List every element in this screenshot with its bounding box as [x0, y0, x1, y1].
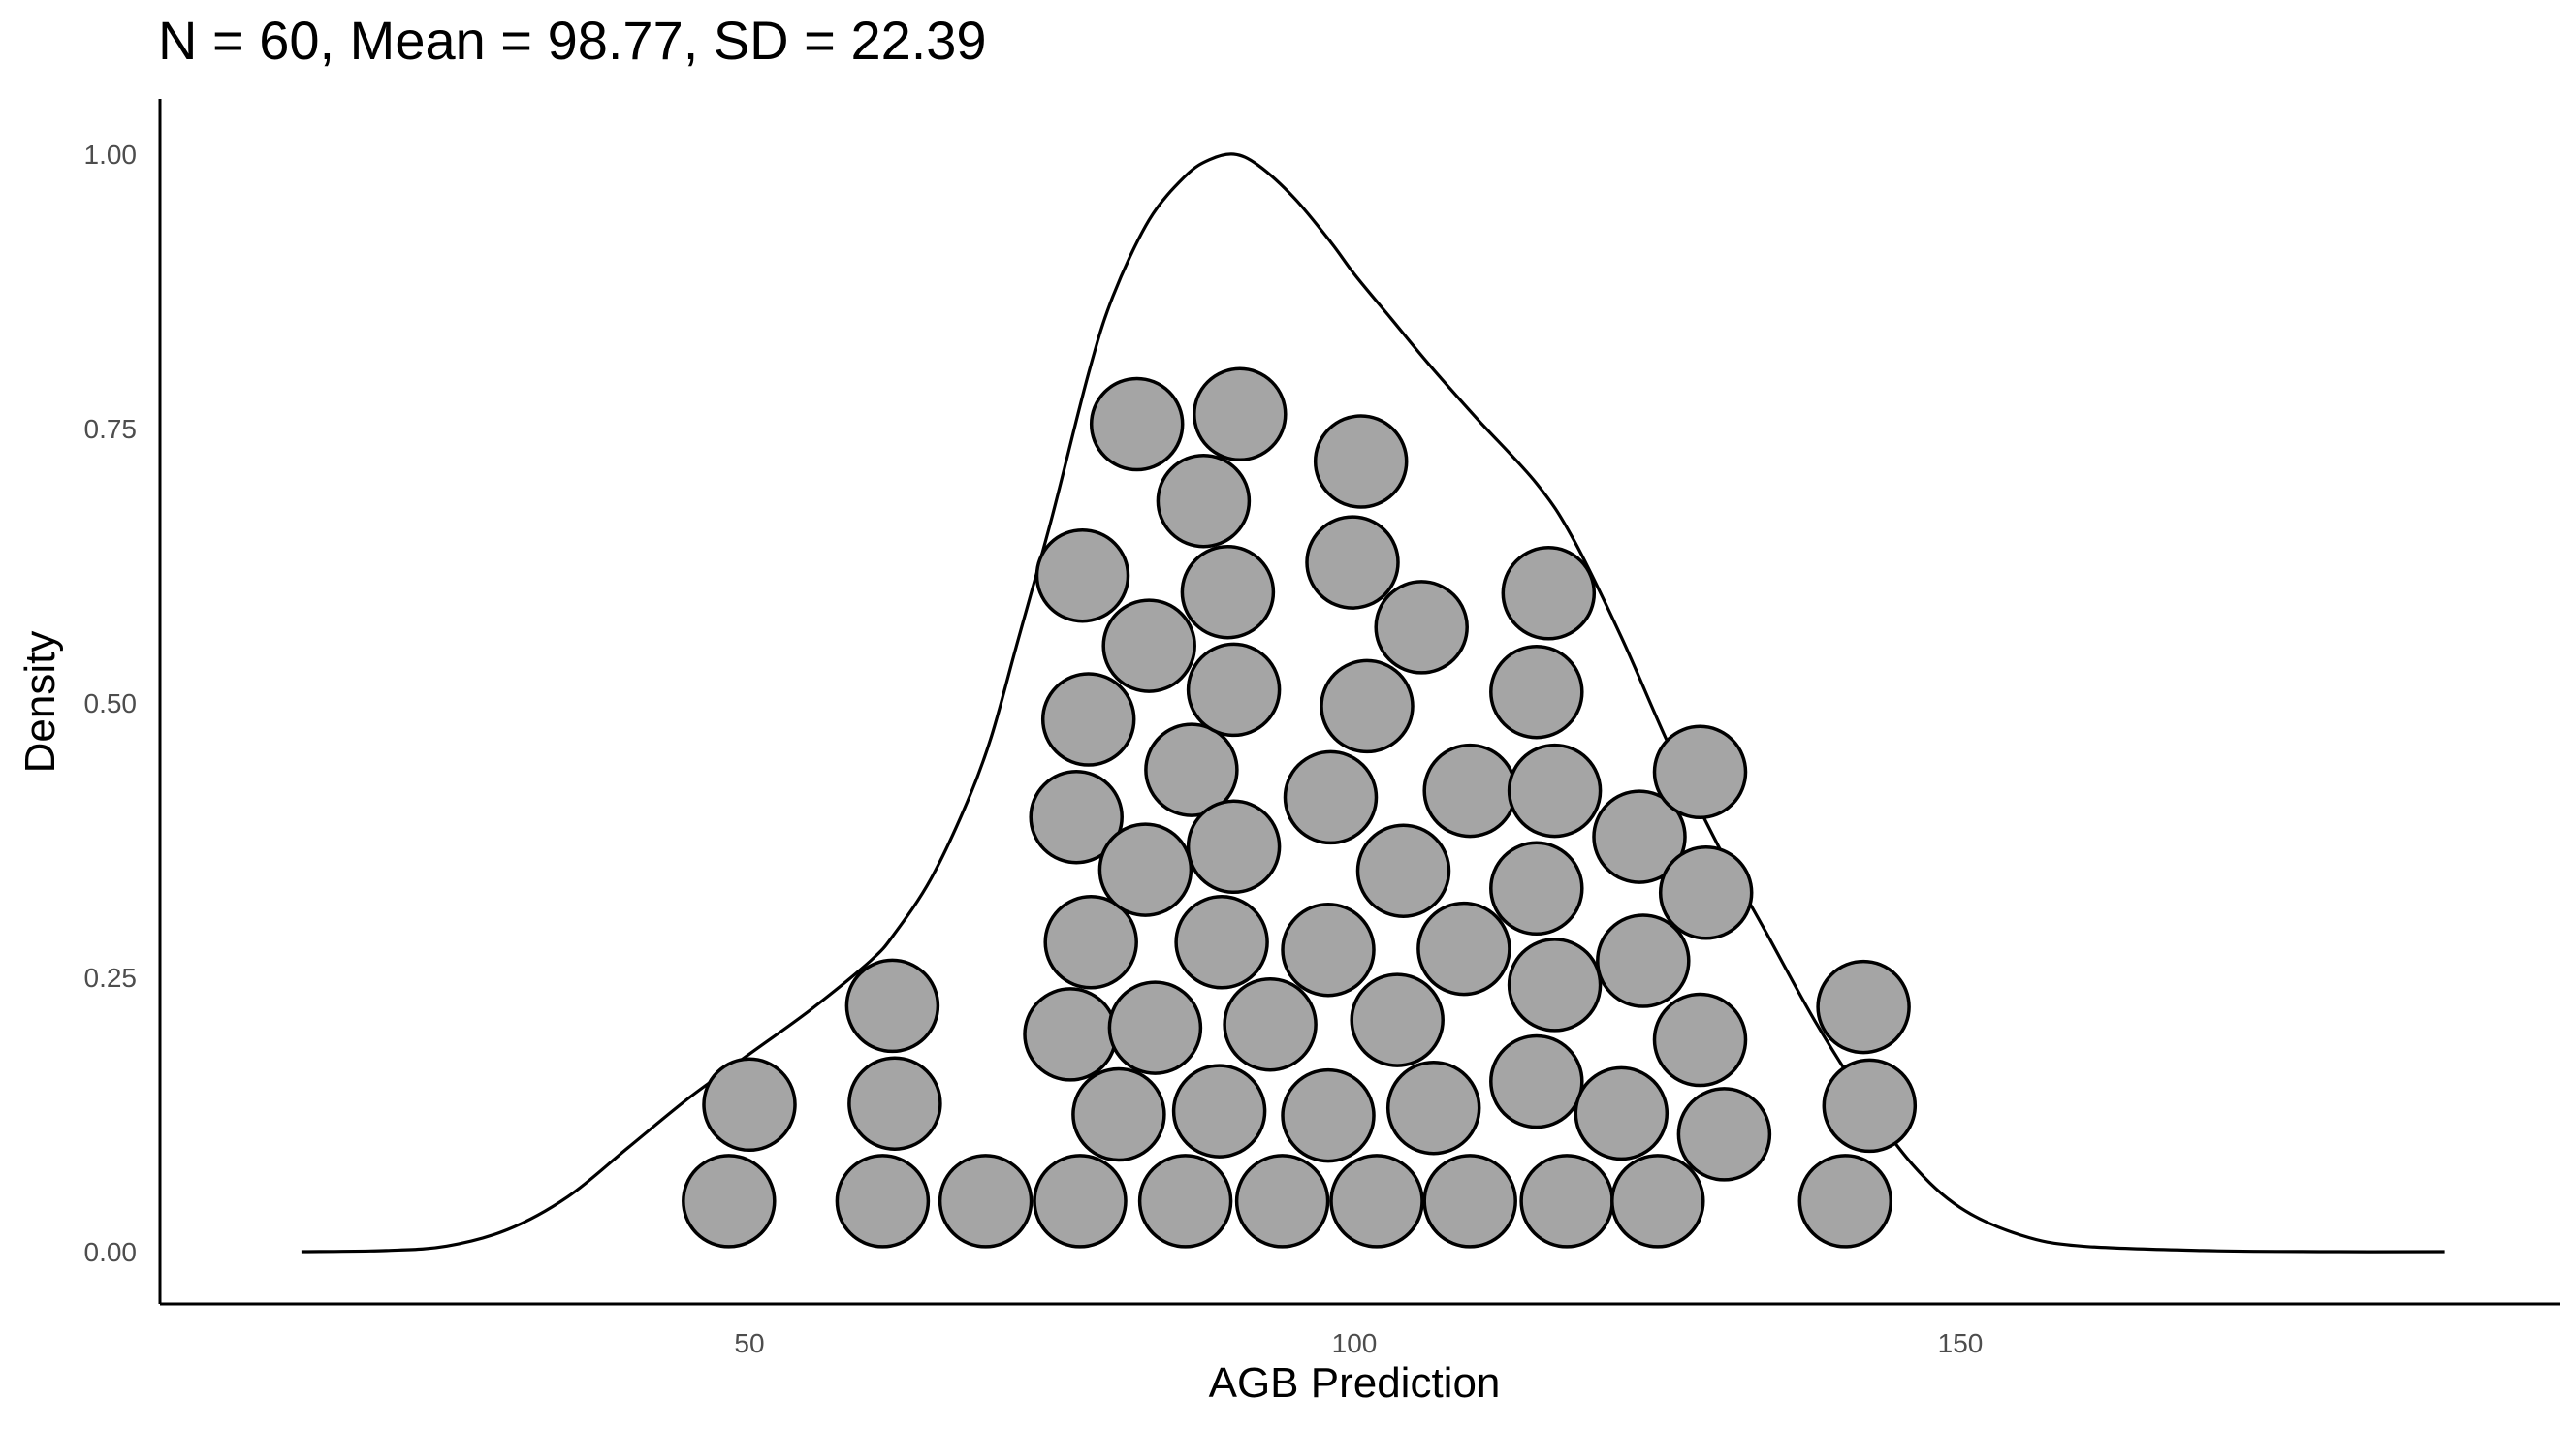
data-point: [844, 958, 940, 1054]
data-point: [1305, 515, 1400, 610]
data-point: [1186, 799, 1282, 895]
data-point: [1174, 895, 1269, 990]
data-point: [1029, 769, 1124, 865]
data-point: [1422, 743, 1517, 839]
x-axis: 50 100 150 AGB Prediction: [160, 1302, 2560, 1407]
data-point: [1033, 1154, 1128, 1249]
data-point: [1422, 1154, 1517, 1249]
data-point: [1186, 642, 1282, 738]
chart-title: N = 60, Mean = 98.77, SD = 22.39: [158, 10, 987, 71]
y-tick-label-0.00: 0.00: [84, 1237, 138, 1267]
data-point: [1501, 546, 1597, 641]
data-point: [1023, 987, 1118, 1082]
data-point: [1350, 972, 1445, 1067]
data-point: [1101, 598, 1196, 693]
data-point: [847, 1056, 942, 1151]
data-point: [1223, 976, 1318, 1072]
data-point: [1610, 1154, 1705, 1249]
data-point: [1329, 1154, 1424, 1249]
data-point: [1040, 672, 1136, 767]
y-tick-label-0.50: 0.50: [84, 688, 138, 718]
data-point: [1043, 895, 1138, 990]
data-point: [1097, 822, 1193, 917]
y-axis: 0.00 0.25 0.50 0.75 1.00 Density: [16, 99, 162, 1304]
data-point: [1107, 980, 1203, 1075]
y-tick-label-1.00: 1.00: [84, 140, 138, 170]
data-point: [1652, 724, 1748, 820]
data-point: [938, 1154, 1034, 1249]
data-point: [1596, 913, 1691, 1008]
data-point: [1144, 722, 1239, 817]
data-point: [1071, 1066, 1166, 1162]
data-point: [1658, 845, 1754, 940]
data-point: [1234, 1154, 1330, 1249]
data-point: [835, 1154, 931, 1249]
y-tick-label-0.25: 0.25: [84, 963, 138, 993]
data-point: [1281, 1067, 1376, 1163]
data-point: [1320, 658, 1415, 754]
data-point: [1574, 1065, 1670, 1161]
data-point: [702, 1057, 797, 1153]
data-point: [1137, 1154, 1233, 1249]
data-point: [1416, 901, 1511, 997]
data-point: [1652, 992, 1748, 1088]
x-axis-title: AGB Prediction: [1209, 1359, 1501, 1407]
data-point: [1385, 1060, 1481, 1156]
data-point: [1797, 1154, 1893, 1249]
data-point: [1676, 1087, 1772, 1182]
data-point: [1507, 743, 1603, 839]
data-point: [1507, 938, 1603, 1033]
data-point: [1822, 1058, 1918, 1154]
data-point: [1089, 376, 1185, 472]
data-point: [1489, 644, 1584, 740]
y-axis-title: Density: [16, 631, 64, 774]
data-point: [682, 1154, 777, 1249]
data-point: [1489, 841, 1584, 937]
x-tick-label-50: 50: [734, 1328, 764, 1358]
data-point: [1034, 527, 1130, 623]
data-point: [1281, 902, 1376, 998]
plot-area: [301, 152, 2445, 1254]
data-point: [1180, 544, 1276, 640]
data-point: [1355, 823, 1451, 918]
data-point: [1193, 366, 1288, 462]
data-point: [1489, 1034, 1584, 1129]
data-point: [1313, 414, 1409, 509]
x-tick-label-100: 100: [1332, 1328, 1378, 1358]
data-point: [1156, 453, 1252, 549]
data-point: [1816, 959, 1911, 1055]
dot-layer: [682, 366, 1918, 1249]
data-point: [1592, 789, 1687, 884]
x-tick-label-150: 150: [1938, 1328, 1984, 1358]
data-point: [1374, 580, 1469, 675]
data-point: [1283, 749, 1379, 845]
y-tick-label-0.75: 0.75: [84, 414, 138, 444]
data-point: [1171, 1064, 1267, 1159]
data-point: [1519, 1154, 1614, 1249]
